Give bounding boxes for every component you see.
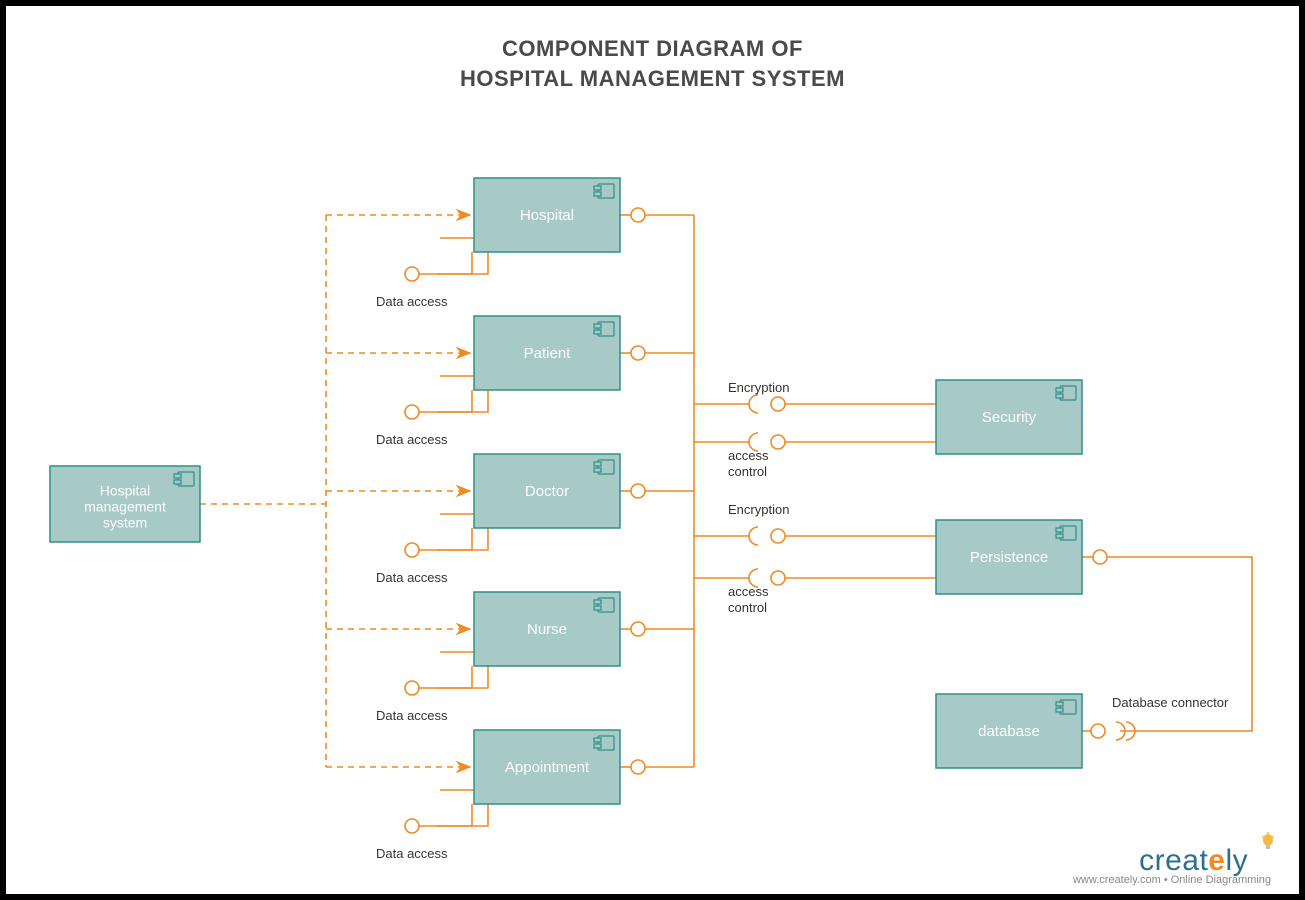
svg-text:Data access: Data access [376,708,448,723]
svg-text:Encryption: Encryption [728,380,789,395]
svg-text:access: access [728,584,769,599]
component-nurse: Nurse [474,592,620,666]
svg-text:Hospital: Hospital [100,483,151,499]
svg-text:Nurse: Nurse [527,621,567,638]
svg-text:Data access: Data access [376,570,448,585]
component-hospital: Hospital [474,178,620,252]
brand-text-2: ly [1225,844,1248,877]
component-database: database [936,694,1082,768]
diagram-svg: HospitalmanagementsystemHospitalPatientD… [6,6,1305,900]
svg-text:Encryption: Encryption [728,502,789,517]
svg-text:Hospital: Hospital [520,207,574,224]
svg-text:Data access: Data access [376,294,448,309]
lightbulb-icon [1261,826,1275,860]
brand-logo: creately [1073,844,1271,878]
svg-text:Database connector: Database connector [1112,695,1229,710]
component-appointment: Appointment [474,730,620,804]
footer: creately www.creately.com • Online Diagr… [1073,844,1271,886]
footer-sub: www.creately.com • Online Diagramming [1073,874,1271,886]
brand-text-accent: e [1208,844,1225,877]
svg-text:Patient: Patient [524,345,572,362]
svg-text:Appointment: Appointment [505,759,590,776]
svg-text:Data access: Data access [376,432,448,447]
svg-text:system: system [103,515,147,531]
component-security: Security [936,380,1082,454]
svg-text:control: control [728,600,767,615]
svg-text:control: control [728,464,767,479]
nodes-layer: HospitalmanagementsystemHospitalPatientD… [50,178,1082,804]
svg-text:Doctor: Doctor [525,483,569,500]
diagram-canvas: COMPONENT DIAGRAM OF HOSPITAL MANAGEMENT… [0,0,1305,900]
component-patient: Patient [474,316,620,390]
svg-text:access: access [728,448,769,463]
component-root: Hospitalmanagementsystem [50,466,200,542]
component-doctor: Doctor [474,454,620,528]
svg-text:Data access: Data access [376,846,448,861]
brand-text-1: creat [1139,844,1208,877]
svg-text:management: management [84,499,166,515]
component-persistence: Persistence [936,520,1082,594]
svg-text:Persistence: Persistence [970,549,1048,566]
svg-text:Security: Security [982,409,1037,426]
svg-text:database: database [978,723,1040,740]
